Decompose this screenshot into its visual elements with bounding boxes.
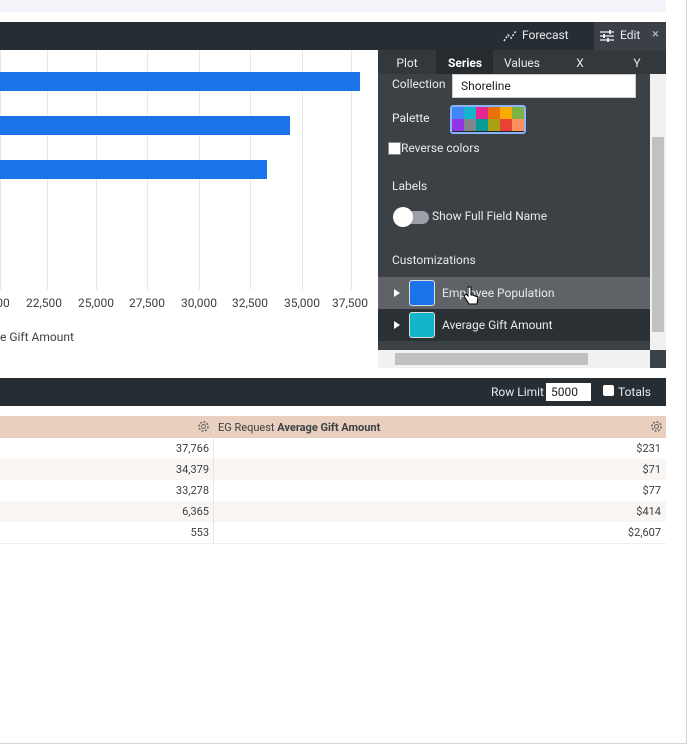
column-header: EG Request Average Gift Amount [218,421,380,434]
close-button[interactable]: × [652,27,659,42]
viz-header: Forecast Edit × [0,22,666,50]
forecast-button[interactable]: Forecast [522,28,569,42]
table-cell: 553 [190,526,209,539]
collection-label: Collection [392,77,446,91]
x-tick-label: 00 [0,296,10,310]
gear-icon[interactable] [197,420,210,433]
legend-label: e Gift Amount [0,330,74,344]
row-limit-label: Row Limit [491,385,544,399]
table-row: 553 $2,607 [0,522,666,544]
bar [0,72,360,91]
totals-checkbox[interactable] [603,385,614,396]
table-row: 37,766 $231 [0,438,666,460]
table-row: 33,278 $77 [0,480,666,502]
x-tick-label: 35,000 [283,296,321,310]
table-cell: 34,379 [175,463,209,476]
table-row: 34,379 $71 [0,459,666,481]
customizations-heading: Customizations [392,253,476,267]
collection-select[interactable]: Shoreline [452,74,636,98]
x-tick-label: 27,500 [128,296,166,310]
palette-swatch[interactable] [450,105,526,134]
series-name: Average Gift Amount [442,318,553,332]
series-name: Employee Population [442,286,555,300]
h-scroll-thumb[interactable] [395,353,588,365]
table-cell: 33,278 [175,484,209,497]
x-tick-label: 30,000 [180,296,218,310]
totals-label: Totals [618,385,651,399]
cursor [463,286,479,305]
x-tick-label: 32,500 [231,296,269,310]
row-limit-input[interactable]: 5000 [546,383,591,401]
table-cell: $414 [636,505,661,518]
table-cell: $77 [642,484,661,497]
x-tick-label: 22,500 [25,296,63,310]
table-row: 6,365 $414 [0,501,666,523]
header-field: Average Gift Amount [277,421,381,434]
table-cell: 6,365 [182,505,209,518]
bar [0,160,267,179]
tab[interactable]: Values [504,56,540,70]
grid-line [302,50,303,290]
table-header [0,416,666,438]
labels-heading: Labels [392,179,428,193]
tab-bar [378,50,666,74]
series-color[interactable] [409,280,435,306]
v-scroll-thumb[interactable] [652,137,664,332]
reverse-checkbox[interactable] [388,142,401,155]
grid-line [351,50,352,290]
x-tick-label: 37,500 [331,296,369,310]
header-prefix: EG Request [218,421,275,434]
table-cell: $71 [642,463,661,476]
palette-label: Palette [392,111,430,125]
tab-selected [436,50,493,74]
edit-icon [600,30,614,42]
gear-icon[interactable] [650,420,663,433]
tab[interactable]: X [576,56,584,70]
toggle-knob[interactable] [393,207,413,227]
forecast-icon [503,30,517,42]
table-cell: 37,766 [175,442,209,455]
reverse-label: Reverse colors [401,141,480,155]
toggle-label: Show Full Field Name [432,209,548,223]
expand-arrow [394,289,400,297]
bar [0,116,290,135]
table-cell: $2,607 [627,526,661,539]
edit-label: Edit [620,28,641,42]
top-strip [0,0,666,12]
tab[interactable]: Y [633,56,641,70]
tab[interactable]: Series [447,56,483,70]
table-cell: $231 [636,442,661,455]
tab[interactable]: Plot [396,56,418,70]
expand-arrow [394,321,400,329]
x-tick-label: 25,000 [77,296,115,310]
series-color[interactable] [409,312,435,338]
